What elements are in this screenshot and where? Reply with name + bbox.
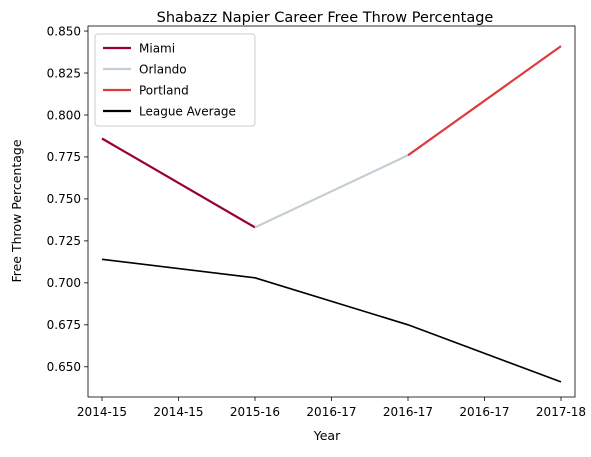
chart-title: Shabazz Napier Career Free Throw Percent… xyxy=(157,10,494,26)
x-axis-label: Year xyxy=(313,428,341,443)
y-tick-label: 0.850 xyxy=(47,24,81,38)
y-tick-label: 0.675 xyxy=(47,318,81,332)
y-tick-label: 0.825 xyxy=(47,66,81,80)
series-line-miami xyxy=(101,137,256,229)
y-tick-label: 0.800 xyxy=(47,108,81,122)
series-lines xyxy=(101,45,562,383)
x-tick-label: 2017-18 xyxy=(536,405,586,419)
y-tick-label: 0.750 xyxy=(47,192,81,206)
x-tick-label: 2015-16 xyxy=(230,405,280,419)
series-line-league-average xyxy=(101,258,562,383)
legend-label: Portland xyxy=(139,84,189,98)
x-axis-ticks: 2014-15 2014-15 2015-16 2016-17 2016-17 2016-… xyxy=(77,397,586,419)
x-tick-label: 2014-15 xyxy=(153,405,203,419)
legend-label: Miami xyxy=(139,42,175,56)
x-tick-label: 2014-15 xyxy=(77,405,127,419)
y-axis-ticks: 0.650 0.675 0.700 0.725 0.750 0.775 0.800 0.825… xyxy=(47,24,88,374)
series-line-orlando xyxy=(254,154,409,229)
x-tick-label: 2016-17 xyxy=(306,405,356,419)
legend-label: League Average xyxy=(139,105,236,119)
y-tick-label: 0.775 xyxy=(47,150,81,164)
legend-label: Orlando xyxy=(139,63,187,77)
y-axis-label: Free Throw Percentage xyxy=(9,139,24,282)
x-tick-label: 2016-17 xyxy=(383,405,433,419)
y-tick-label: 0.650 xyxy=(47,360,81,374)
series-line-portland xyxy=(407,45,562,157)
legend-box xyxy=(94,33,256,127)
y-tick-label: 0.700 xyxy=(47,276,81,290)
legend: Miami Orlando Portland League Average xyxy=(94,33,256,127)
y-tick-label: 0.725 xyxy=(47,234,81,248)
x-tick-label: 2016-17 xyxy=(459,405,509,419)
